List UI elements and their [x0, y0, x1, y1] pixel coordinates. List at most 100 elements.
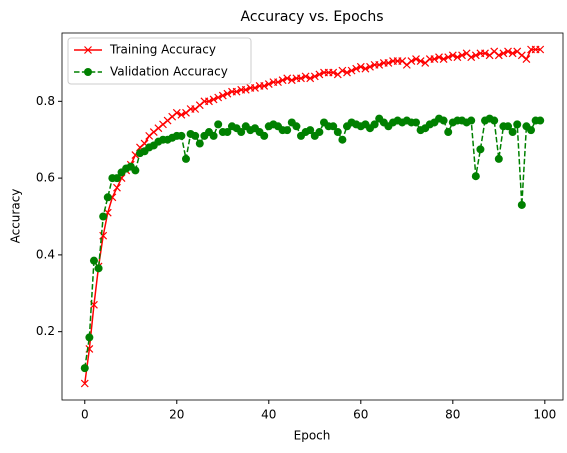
marker [94, 264, 103, 273]
y-tick-label: 0.6 [36, 171, 55, 185]
marker [444, 128, 453, 137]
marker [329, 122, 338, 131]
x-tick-label: 20 [169, 408, 184, 422]
marker [274, 78, 282, 87]
marker [494, 51, 503, 60]
marker [435, 53, 443, 62]
x-tick-label: 60 [353, 408, 368, 422]
marker [375, 60, 384, 69]
marker [536, 116, 545, 125]
marker [504, 122, 513, 131]
marker [172, 108, 181, 117]
marker [260, 82, 269, 90]
marker [209, 95, 218, 104]
marker [471, 172, 480, 181]
marker [191, 131, 200, 140]
x-tick-label: 40 [261, 408, 276, 422]
marker [260, 131, 269, 140]
marker [352, 64, 361, 73]
legend-marker [84, 68, 92, 76]
marker [80, 364, 89, 373]
legend-box [67, 37, 252, 85]
marker [241, 85, 250, 94]
marker [508, 128, 517, 137]
x-tick-label: 100 [533, 408, 556, 422]
marker [338, 66, 347, 75]
marker [504, 47, 512, 56]
chart-title: Accuracy vs. Epochs [240, 9, 383, 25]
marker [112, 174, 121, 183]
marker [412, 118, 421, 127]
y-tick-label: 0.2 [36, 324, 55, 338]
y-axis-label: Accuracy [9, 189, 23, 244]
marker [283, 126, 292, 135]
marker [453, 53, 462, 62]
marker [251, 83, 259, 92]
marker [223, 89, 232, 98]
marker [329, 68, 338, 77]
marker [214, 120, 223, 129]
marker [416, 57, 425, 65]
marker [333, 128, 342, 137]
marker [237, 128, 246, 137]
marker [310, 72, 319, 81]
marker [209, 131, 218, 140]
legend-label: Training Accuracy [109, 43, 216, 57]
marker [195, 139, 204, 148]
marker [476, 145, 485, 154]
marker [499, 49, 508, 58]
marker [407, 57, 416, 65]
marker [113, 183, 121, 192]
marker [412, 55, 420, 64]
marker [306, 126, 315, 135]
marker [494, 154, 503, 163]
marker [278, 76, 287, 85]
marker [527, 126, 536, 135]
marker [347, 66, 356, 75]
y-tick-label: 0.8 [36, 94, 55, 108]
marker [471, 51, 480, 60]
y-tick-label: 0.4 [36, 247, 55, 261]
marker [315, 70, 324, 79]
marker [384, 59, 393, 67]
marker [343, 68, 351, 77]
marker [297, 74, 305, 83]
marker [448, 51, 457, 60]
marker [356, 62, 365, 71]
marker [177, 110, 186, 119]
marker [517, 200, 526, 209]
marker [490, 116, 499, 125]
legend-marker [84, 46, 92, 54]
marker [458, 51, 466, 60]
marker [444, 53, 453, 62]
marker [205, 97, 213, 106]
marker [89, 256, 98, 265]
marker [536, 45, 545, 54]
marker [292, 122, 301, 131]
series-line [84, 48, 541, 384]
marker [214, 93, 223, 102]
plot-frame [61, 32, 564, 401]
marker [439, 55, 448, 64]
marker [283, 74, 292, 83]
marker [80, 379, 89, 388]
x-axis-label: Epoch [294, 429, 331, 443]
marker [85, 333, 94, 342]
marker [315, 128, 324, 137]
marker [306, 74, 315, 83]
marker [439, 116, 448, 125]
series-line [84, 117, 541, 369]
marker [338, 135, 347, 144]
marker [467, 116, 476, 125]
marker [361, 64, 370, 73]
marker [218, 91, 227, 100]
marker [264, 80, 273, 88]
marker [99, 212, 108, 221]
marker [223, 128, 232, 137]
legend-label: Validation Accuracy [110, 65, 228, 79]
marker [232, 87, 241, 96]
marker [467, 53, 476, 62]
marker [177, 131, 186, 140]
marker [131, 166, 140, 175]
marker [508, 49, 517, 58]
